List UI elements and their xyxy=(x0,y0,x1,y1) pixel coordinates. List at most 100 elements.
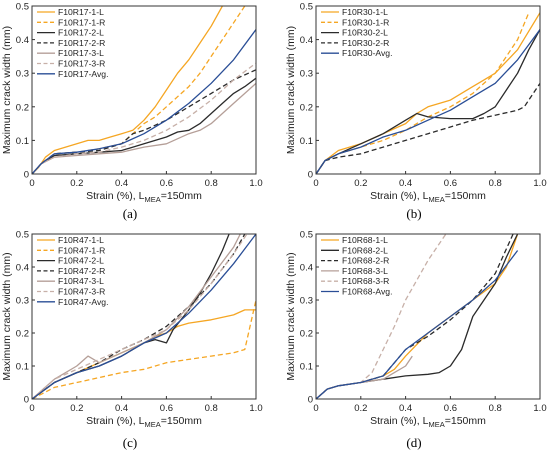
y-tick-label: 0.3 xyxy=(300,296,313,307)
legend-entry: F10R47-2-L xyxy=(58,256,104,266)
series-line-F10R17-Avg. xyxy=(32,29,256,174)
y-tick-label: 0.4 xyxy=(16,35,29,46)
legend-entry: F10R68-Avg. xyxy=(342,287,392,297)
series-line-F10R17-2-L xyxy=(32,77,256,174)
x-tick-label: 0.6 xyxy=(444,178,457,189)
y-tick-label: 0.2 xyxy=(300,102,313,113)
x-tick-label: 0.4 xyxy=(399,403,412,414)
x-tick-label: 0.6 xyxy=(444,403,457,414)
x-tick-label: 1.0 xyxy=(533,403,546,414)
legend-entry: F10R30-Avg. xyxy=(342,48,392,58)
series-line-F10R30-Avg. xyxy=(316,29,540,174)
legend-entry: F10R68-3-L xyxy=(342,266,388,276)
x-tick-label: 0 xyxy=(29,403,34,414)
chart-panel-1: 0 0.2 0.4 0.6 0.8 1.0 0 0.1 0.2 0.3 0.4 0.5 Strain (… xyxy=(1,2,263,222)
legend-entry: F10R30-1-L xyxy=(342,7,388,17)
legend-entry: F10R68-1-L xyxy=(342,235,388,245)
panel-caption: (b) xyxy=(406,206,421,221)
legend-entry: F10R17-3-L xyxy=(58,48,104,58)
series-line-F10R47-1-R xyxy=(32,299,256,399)
legend-entry: F10R47-Avg. xyxy=(58,297,108,307)
y-tick-label: 0.5 xyxy=(300,2,313,13)
x-tick-label: 0.8 xyxy=(489,403,502,414)
y-tick-label: 0.4 xyxy=(16,263,29,274)
plot-frame xyxy=(315,233,541,400)
x-tick-label: 0.6 xyxy=(160,178,173,189)
x-tick-label: 0.4 xyxy=(399,178,412,189)
series-line-F10R47-3-L xyxy=(32,234,241,399)
legend-entry: F10R47-3-L xyxy=(58,276,104,286)
legend-entry: F10R17-3-R xyxy=(58,59,105,69)
panel-caption: (c) xyxy=(123,435,137,450)
x-tick-label: 0.2 xyxy=(70,403,83,414)
y-tick-label: 0.2 xyxy=(16,329,29,340)
x-tick-label: 0.4 xyxy=(115,178,128,189)
panel-caption: (d) xyxy=(406,435,421,450)
y-tick-label: 0.3 xyxy=(16,69,29,80)
y-tick-label: 0.5 xyxy=(16,2,29,13)
y-tick-label: 0.3 xyxy=(300,69,313,80)
x-tick-label: 0.8 xyxy=(205,403,218,414)
x-tick-label: 0 xyxy=(313,178,318,189)
y-axis-label: Maximum crack width (mm) xyxy=(285,26,297,154)
y-axis-label: Maximum crack width (mm) xyxy=(1,252,13,380)
x-tick-label: 0.4 xyxy=(115,403,128,414)
legend-entry: F10R30-2-L xyxy=(342,28,388,38)
series-line-F10R30-2-L xyxy=(316,29,540,174)
x-tick-label: 0.8 xyxy=(489,178,502,189)
legend-entry: F10R47-2-R xyxy=(58,266,105,276)
y-tick-label: 0 xyxy=(308,170,313,181)
legend-entry: F10R68-2-R xyxy=(342,256,389,266)
y-axis-label: Maximum crack width (mm) xyxy=(285,252,297,380)
y-tick-label: 0.2 xyxy=(16,102,29,113)
chart-panel-4: 0 0.2 0.4 0.6 0.8 1.0 0 0.1 0.2 0.3 0.4 0.5 Strain (… xyxy=(285,230,547,451)
y-axis-label: Maximum crack width (mm) xyxy=(1,26,13,154)
x-axis-label: Strain (%), LMEA=150mm xyxy=(370,190,486,204)
series-line-F10R17-3-L xyxy=(32,82,256,174)
legend-entry: F10R17-2-L xyxy=(58,28,104,38)
y-tick-label: 0.5 xyxy=(16,230,29,241)
y-tick-label: 0.3 xyxy=(16,296,29,307)
plot-frame xyxy=(315,5,541,175)
x-axis-label: Strain (%), LMEA=150mm xyxy=(370,415,486,429)
chart-panel-3: 0 0.2 0.4 0.6 0.8 1.0 0 0.1 0.2 0.3 0.4 0.5 Strain (… xyxy=(1,230,263,451)
x-axis-label: Strain (%), LMEA=150mm xyxy=(86,415,202,429)
y-tick-label: 0.4 xyxy=(300,35,313,46)
legend-entry: F10R30-2-R xyxy=(342,38,389,48)
legend-entry: F10R17-2-R xyxy=(58,38,105,48)
x-tick-label: 0 xyxy=(29,178,34,189)
y-tick-label: 0.1 xyxy=(300,362,313,373)
x-tick-label: 0.2 xyxy=(354,178,367,189)
x-tick-label: 1.0 xyxy=(249,403,262,414)
series-line-F10R17-3-R xyxy=(32,62,256,174)
panel-caption: (a) xyxy=(123,206,137,221)
y-tick-label: 0.2 xyxy=(300,329,313,340)
x-tick-label: 0.2 xyxy=(354,403,367,414)
x-tick-label: 1.0 xyxy=(533,178,546,189)
chart-panel-2: 0 0.2 0.4 0.6 0.8 1.0 0 0.1 0.2 0.3 0.4 0.5 Strain (… xyxy=(285,2,547,222)
y-tick-label: 0 xyxy=(24,170,29,181)
legend-entry: F10R30-1-R xyxy=(342,17,389,27)
legend-entry: F10R68-3-R xyxy=(342,276,389,286)
legend-entry: F10R47-1-R xyxy=(58,245,105,255)
y-tick-label: 0.1 xyxy=(300,136,313,147)
series-line-F10R30-2-R xyxy=(316,82,540,174)
series-line-F10R17-2-R xyxy=(32,69,256,174)
series-line-F10R17-1-L xyxy=(32,6,223,174)
legend-entry: F10R17-1-R xyxy=(58,17,105,27)
y-tick-label: 0 xyxy=(24,395,29,406)
x-tick-label: 0.2 xyxy=(70,178,83,189)
plot-frame xyxy=(31,5,257,175)
y-tick-label: 0.1 xyxy=(16,362,29,373)
y-tick-label: 0 xyxy=(308,395,313,406)
legend-entry: F10R17-Avg. xyxy=(58,69,108,79)
legend-entry: F10R17-1-L xyxy=(58,7,104,17)
y-tick-label: 0.5 xyxy=(300,230,313,241)
x-tick-label: 1.0 xyxy=(249,178,262,189)
plot-frame xyxy=(31,233,257,400)
series-line-F10R47-Avg. xyxy=(32,234,256,399)
legend-entry: F10R68-2-L xyxy=(342,245,388,255)
y-tick-label: 0.1 xyxy=(16,136,29,147)
x-tick-label: 0 xyxy=(313,403,318,414)
y-tick-label: 0.4 xyxy=(300,263,313,274)
